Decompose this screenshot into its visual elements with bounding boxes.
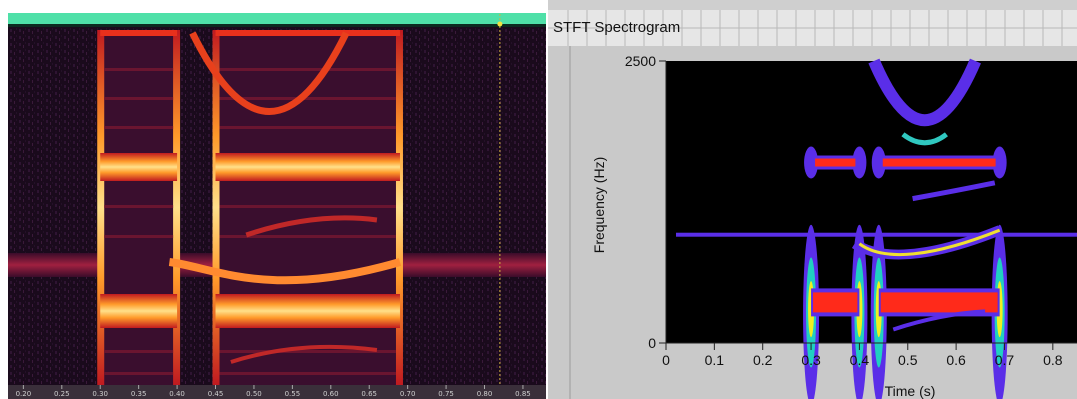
harmonic-row — [219, 68, 396, 71]
left-x-tick-label: 0.70 — [400, 390, 416, 398]
stft-segment-2 — [870, 146, 1008, 399]
harmonic-row — [104, 97, 174, 100]
left-x-tick-label: 0.25 — [54, 390, 70, 398]
left-x-tick-label: 0.75 — [438, 390, 454, 398]
x-tick-label: 0.7 — [995, 352, 1015, 368]
y-tick-label: 0 — [648, 335, 656, 351]
x-tick-label: 0.4 — [850, 352, 870, 368]
right-axes: 0 0.1 0.2 0.3 0.4 0.5 0.6 0.7 0.8 0 2500 — [625, 53, 1077, 368]
harmonic-high — [815, 158, 856, 167]
onset-edge — [212, 30, 220, 385]
x-tick-label: 0.8 — [1043, 352, 1063, 368]
chart-title: STFT Spectrogram — [553, 19, 680, 36]
left-x-tick-label: 0.50 — [246, 390, 262, 398]
chirp-low — [168, 258, 402, 285]
harmonic-row — [219, 350, 396, 353]
onset-edge — [97, 30, 105, 385]
left-spectrogram: 0.20 0.25 0.30 0.35 0.40 0.45 0.50 0.55 0.60 0.65… — [8, 13, 546, 399]
chirp-high-contour — [868, 58, 981, 126]
left-x-tick-label: 0.65 — [361, 390, 377, 398]
chirp-high — [189, 31, 350, 115]
left-x-tick-label: 0.60 — [323, 390, 339, 398]
formant-low — [880, 292, 998, 313]
y-tick-label: 2500 — [625, 53, 656, 69]
x-tick-label: 0.3 — [801, 352, 821, 368]
formant-band-high — [215, 153, 400, 181]
right-plot-area — [666, 58, 1077, 399]
stft-segment-1 — [803, 146, 868, 399]
harmonic-row — [219, 126, 396, 129]
left-x-tick-label: 0.80 — [477, 390, 493, 398]
harmonic-row — [219, 205, 396, 208]
left-x-tick-label: 0.40 — [169, 390, 185, 398]
left-x-tick-label: 0.20 — [16, 390, 32, 398]
y-axis-label: Frequency (Hz) — [591, 157, 607, 253]
harmonic-row — [104, 372, 174, 375]
offset-edge — [395, 30, 403, 385]
left-x-tick-label: 0.30 — [92, 390, 108, 398]
formant-band-low — [215, 294, 400, 328]
left-x-tick-label: 0.85 — [515, 390, 531, 398]
right-stft-panel: STFT Spectrogram 0 0.1 0.2 0.3 0.4 0.5 0.6 0.7 0… — [548, 0, 1077, 399]
harmonic-row — [104, 68, 174, 71]
harmonic-row — [104, 235, 174, 238]
chirp-mid — [245, 215, 378, 238]
playhead-marker[interactable] — [497, 21, 503, 27]
x-tick-label: 0.1 — [705, 352, 725, 368]
harmonic-row — [219, 97, 396, 100]
chirp-bottom — [230, 344, 378, 364]
left-x-tick-label: 0.55 — [285, 390, 301, 398]
harmonic-row — [219, 372, 396, 375]
chirp-low-core — [858, 228, 1001, 257]
segment-1 — [97, 30, 181, 385]
x-tick-label: 0.2 — [753, 352, 773, 368]
chirp-high-core — [901, 132, 948, 146]
top-harmonic — [215, 30, 400, 36]
segment-2 — [212, 30, 403, 385]
x-axis-label: Time (s) — [885, 383, 936, 399]
harmonic-row — [219, 235, 396, 238]
top-harmonic — [100, 30, 178, 36]
formant-band-high — [100, 153, 178, 181]
x-tick-label: 0.6 — [946, 352, 966, 368]
harmonic-row — [104, 350, 174, 353]
x-tick-label: 0.5 — [898, 352, 918, 368]
formant-low — [813, 292, 858, 313]
offset-edge — [173, 30, 181, 385]
harmonic-row — [104, 126, 174, 129]
x-tick-label: 0 — [662, 352, 670, 368]
formant-band-low — [100, 294, 178, 328]
timeline-bar[interactable] — [8, 13, 546, 24]
left-x-tick-label: 0.35 — [131, 390, 147, 398]
left-x-tick-label: 0.45 — [208, 390, 224, 398]
left-spectrogram-segments — [97, 30, 403, 385]
chirp-bottom — [892, 309, 986, 332]
left-time-axis: 0.20 0.25 0.30 0.35 0.40 0.45 0.50 0.55 0.60 0.65… — [16, 385, 531, 398]
harmonic-row — [104, 205, 174, 208]
chirp-mid — [912, 180, 996, 202]
harmonic-high — [882, 158, 996, 167]
